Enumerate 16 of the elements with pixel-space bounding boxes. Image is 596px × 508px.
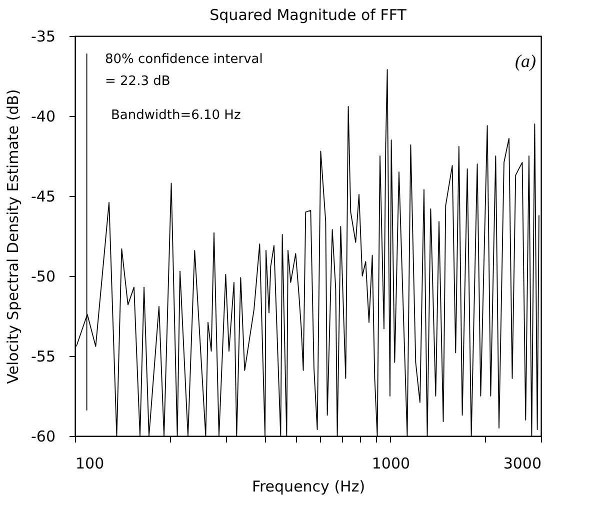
x-tick-label: 1000 <box>372 454 410 472</box>
y-tick-label: -50 <box>31 268 56 286</box>
annotation: 80% confidence interval <box>105 52 263 67</box>
y-tick-label: -55 <box>31 348 56 366</box>
x-axis-title: Frequency (Hz) <box>252 478 366 496</box>
y-tick-label: -35 <box>31 28 56 46</box>
y-tick-label: -60 <box>31 428 56 446</box>
annotation: Bandwidth=6.10 Hz <box>111 108 241 123</box>
x-tick-label: 3000 <box>503 454 542 472</box>
x-tick-label: 100 <box>76 454 104 472</box>
y-tick-label: -40 <box>31 108 56 126</box>
annotation: = 22.3 dB <box>105 74 170 89</box>
y-axis-title: Velocity Spectral Density Estimate (dB) <box>4 89 22 384</box>
chart-title: Squared Magnitude of FFT <box>210 6 408 24</box>
y-tick-label: -45 <box>31 188 56 206</box>
annotation: (a) <box>515 51 536 71</box>
